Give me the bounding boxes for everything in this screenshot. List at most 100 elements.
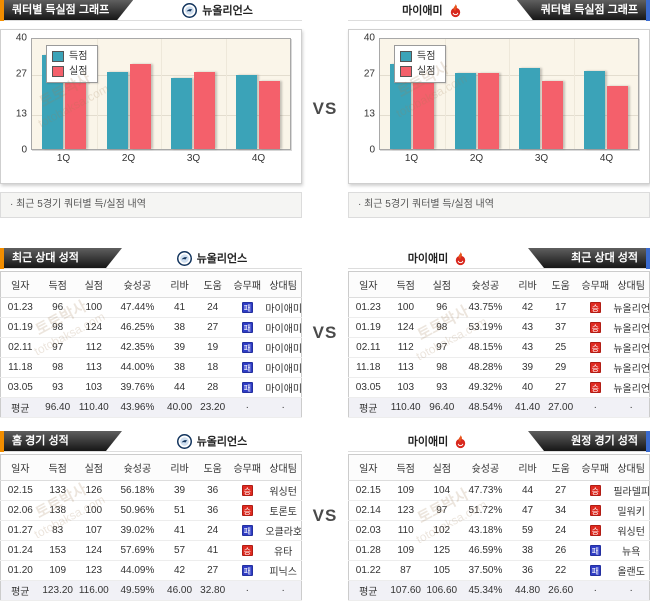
allowed-bar-1q (65, 76, 87, 149)
right-team-name: 마이애미 (407, 253, 449, 265)
table-cell: 01.24 (0, 540, 40, 561)
column-header: 승무패 (229, 271, 266, 298)
allowed-bar-4q (258, 81, 280, 149)
result-cell: 승 (577, 480, 614, 501)
table-cell: 109 (387, 540, 424, 561)
table-row: 01.23 100 96 43.75% 42 17 승 뉴올리언 (348, 297, 650, 318)
average-cell: · (265, 580, 302, 601)
table-cell: 22 (544, 560, 578, 581)
column-header: 실점 (423, 454, 460, 481)
x-tick-label: 4Q (599, 153, 614, 164)
table-cell: 39 (163, 337, 197, 358)
table-cell: 83 (39, 520, 76, 541)
column-header: 승무패 (229, 454, 266, 481)
table-cell: 39 (511, 357, 545, 378)
loss-badge: 패 (589, 544, 601, 556)
column-header: 일자 (0, 271, 40, 298)
table-cell: 96 (39, 297, 76, 318)
table-cell: 113 (387, 357, 424, 378)
orange-accent-bar (0, 248, 4, 269)
legend-item: 실점 (400, 64, 435, 79)
table-cell: 59 (511, 520, 545, 541)
section-title-tab: 홈 경기 성적 (4, 431, 122, 451)
table-row: 02.03 110 102 43.18% 59 24 승 워싱턴 (348, 520, 650, 541)
table-cell: 42 (511, 297, 545, 318)
bar-group-2q (445, 39, 510, 149)
opponent-cell: 뉴올리언 (613, 297, 650, 318)
table-cell: 97 (423, 337, 460, 358)
table-cell: 11.18 (0, 357, 40, 378)
x-tick-label: 2Q (469, 153, 484, 164)
pelicans-logo-icon (182, 2, 198, 18)
average-row: 평균 96.40 110.40 43.96% 40.00 23.20 · · (0, 397, 302, 418)
table-row: 03.05 93 103 39.76% 44 28 패 마이애미 (0, 377, 302, 398)
table-cell: 112 (75, 337, 112, 358)
section-title-tab: 최근 상대 성적 (528, 248, 646, 268)
table-cell: 125 (423, 540, 460, 561)
table-cell: 105 (423, 560, 460, 581)
average-cell: · (613, 397, 650, 418)
table-cell: 47.73% (459, 480, 511, 501)
quarter-chart-section: 쿼터별 득실점 그래프 뉴올리언스 40 27 13 0 득점 실점 1Q 2Q 3Q 4Q · … (0, 0, 650, 218)
table-cell: 01.23 (348, 297, 388, 318)
win-badge: 승 (589, 321, 601, 333)
table-cell: 02.11 (0, 337, 40, 358)
column-header: 슛성공 (459, 271, 511, 298)
table-cell: 02.11 (348, 337, 388, 358)
left-recent-vs-panel: 최근 상대 성적 뉴올리언스 일자 득점 실점 슛성공 리바 도움 승무패 상대팀 01.23 9… (0, 248, 302, 418)
blue-accent-bar (646, 431, 650, 452)
table-cell: 27 (544, 377, 578, 398)
column-header: 리바 (511, 454, 545, 481)
opponent-cell: 워싱턴 (613, 520, 650, 541)
legend-label: 실점 (69, 66, 88, 77)
right-quarter-chart: 40 27 13 0 득점 실점 1Q 2Q 3Q 4Q (348, 29, 650, 184)
opponent-cell: 마이애미 (265, 337, 302, 358)
table-cell: 98 (39, 317, 76, 338)
average-cell: 32.80 (196, 580, 230, 601)
section-title-tab: 원정 경기 성적 (528, 431, 646, 451)
win-badge: 승 (589, 524, 601, 536)
loss-badge: 패 (241, 301, 253, 313)
column-header: 리바 (163, 271, 197, 298)
table-cell: 25 (544, 337, 578, 358)
y-tick-label: 13 (363, 108, 375, 120)
allowed-bar-3q (194, 72, 216, 149)
y-tick-label: 0 (369, 144, 375, 156)
loss-badge: 패 (589, 564, 601, 576)
result-cell: 승 (577, 520, 614, 541)
bar-group-1q (380, 39, 445, 149)
vs-column: VS (302, 0, 348, 218)
average-row: 평균 123.20 116.00 49.59% 46.00 32.80 · · (0, 580, 302, 601)
column-header: 실점 (75, 454, 112, 481)
column-header: 실점 (75, 271, 112, 298)
average-cell: · (229, 397, 266, 418)
table-cell: 02.14 (348, 500, 388, 521)
column-header: 도움 (196, 271, 230, 298)
right-chart-header: 마이애미 쿼터별 득실점 그래프 (348, 0, 650, 21)
average-cell: 110.40 (75, 397, 112, 418)
column-header: 리바 (163, 454, 197, 481)
table-cell: 124 (387, 317, 424, 338)
average-cell: 48.54% (459, 397, 511, 418)
heat-logo-icon (453, 251, 468, 266)
allowed-swatch-icon (400, 66, 412, 77)
result-cell: 패 (577, 560, 614, 581)
table-cell: 97 (423, 500, 460, 521)
scored-bar-2q (454, 73, 476, 149)
average-cell: 40.00 (163, 397, 197, 418)
gridline (96, 39, 98, 149)
table-cell: 123 (387, 500, 424, 521)
away-games-panel: 마이애미 원정 경기 성적 일자 득점 실점 슛성공 리바 도움 승무패 상대팀 02.15 10… (348, 431, 650, 601)
column-header: 상대팀 (265, 271, 302, 298)
column-header: 득점 (387, 454, 424, 481)
opponent-cell: 오클라호 (265, 520, 302, 541)
table-cell: 42 (163, 560, 197, 581)
result-cell: 승 (577, 357, 614, 378)
table-cell: 39.76% (111, 377, 163, 398)
opponent-cell: 토론토 (265, 500, 302, 521)
win-badge: 승 (589, 504, 601, 516)
average-cell: 평균 (348, 397, 388, 418)
blue-accent-bar (646, 248, 650, 269)
loss-badge: 패 (241, 341, 253, 353)
table-cell: 98 (423, 317, 460, 338)
